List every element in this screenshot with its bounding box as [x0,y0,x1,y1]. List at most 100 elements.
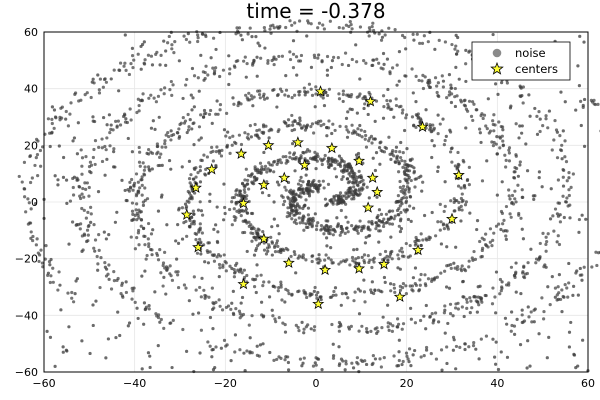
x-tick-label: −20 [214,377,237,390]
noise-point [212,227,216,231]
noise-point [371,258,375,262]
noise-point [438,122,442,126]
noise-point [393,290,397,294]
noise-point [38,148,43,153]
noise-point [436,81,440,85]
noise-point [267,295,272,299]
y-tick-label: 0 [31,196,38,209]
noise-point [542,317,546,321]
noise-point [453,104,458,109]
noise-point [126,188,130,192]
noise-point [365,185,369,189]
noise-point [97,248,101,252]
noise-point [234,307,238,311]
noise-point [428,315,432,319]
noise-point [433,311,438,315]
noise-point [246,132,250,136]
noise-point [404,113,409,117]
noise-point [416,116,420,120]
noise-point [131,212,135,216]
center-point [416,120,429,133]
noise-point [443,180,447,184]
noise-point [577,217,582,222]
y-tick-label: −20 [15,253,38,266]
noise-point [206,261,211,265]
noise-point [492,140,496,145]
noise-point [520,188,524,192]
noise-point [136,97,140,101]
noise-point [214,47,218,52]
noise-point [419,232,423,236]
noise-point [556,234,560,238]
noise-point [356,255,360,260]
noise-point [520,313,524,317]
noise-point [186,128,191,132]
noise-point [450,146,454,150]
noise-point [514,290,518,294]
noise-point [472,294,476,299]
noise-point [112,165,116,169]
noise-point [412,38,416,42]
noise-point [423,282,427,286]
noise-point [253,235,257,239]
noise-point [263,46,267,50]
noise-point [335,216,339,220]
noise-point [400,202,404,206]
noise-point [411,353,415,357]
noise-point [480,112,484,116]
noise-point [306,182,310,186]
noise-point [234,32,238,36]
noise-point [457,200,461,205]
noise-point [448,90,452,94]
noise-point [315,296,319,300]
noise-point [278,158,282,162]
noise-point [287,123,291,128]
noise-point [398,185,402,190]
noise-point [409,317,413,321]
noise-point [137,160,142,164]
noise-point [482,113,487,117]
noise-point [430,312,434,316]
noise-point [209,108,213,113]
noise-point [46,117,51,121]
noise-point [268,350,272,355]
noise-point [375,57,379,61]
noise-point [381,51,386,56]
noise-point [302,215,306,219]
noise-point [158,320,162,324]
noise-point [56,183,60,187]
noise-point [275,93,280,98]
noise-point [154,100,158,104]
noise-point [291,39,296,43]
noise-point [496,92,500,96]
noise-point [219,154,224,158]
noise-point [498,146,502,150]
noise-point [396,200,400,204]
noise-point [581,338,585,342]
noise-point [279,247,283,251]
noise-point [314,363,318,367]
noise-point [40,261,44,265]
noise-point [433,47,437,51]
noise-point [93,139,98,143]
noise-point [338,124,342,128]
noise-point [439,271,443,275]
noise-point [398,150,402,154]
noise-point [304,198,308,202]
noise-point [564,200,568,204]
noise-point [452,261,456,265]
noise-point [546,126,550,130]
noise-point [130,177,134,182]
noise-point [302,289,306,293]
noise-point [210,145,214,149]
noise-point [185,349,189,354]
noise-point [415,238,419,242]
noise-point [344,125,348,129]
noise-point [388,209,392,213]
noise-point [339,224,343,229]
noise-point [194,288,198,292]
noise-point [456,49,460,53]
noise-point [491,144,496,148]
noise-point [491,337,495,341]
noise-point [261,125,266,129]
